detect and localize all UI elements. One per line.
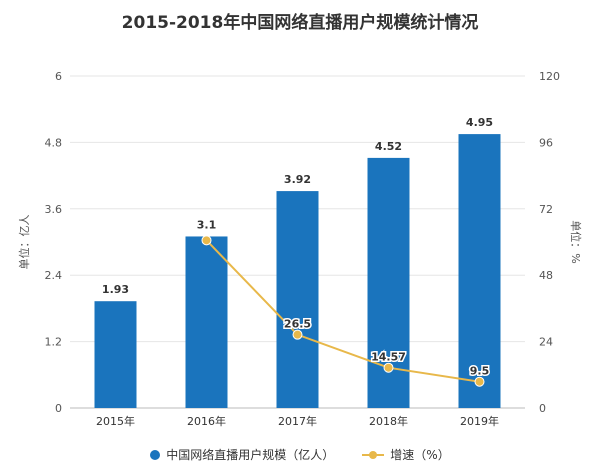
legend-item-bar[interactable]: 中国网络直播用户规模（亿人） [150, 446, 334, 463]
bar [94, 301, 137, 408]
growth-value-label: 9.5 [470, 365, 490, 378]
bar-value-label: 3.1 [197, 218, 217, 231]
y-tick-label-right: 0 [539, 402, 546, 415]
y-tick-label-right: 120 [539, 70, 560, 83]
bar-value-label: 4.95 [466, 116, 493, 129]
y-axis-title-right: 单位：% [569, 220, 583, 263]
legend-line-marker [362, 450, 385, 460]
bar [185, 236, 228, 408]
legend-bar-marker [150, 449, 161, 460]
y-tick-label-left: 1.2 [45, 336, 63, 349]
bar-value-label: 1.93 [102, 283, 129, 296]
y-tick-label-right: 48 [539, 269, 553, 282]
x-tick-label: 2018年 [369, 414, 408, 428]
x-tick-label: 2017年 [278, 414, 317, 428]
growth-value-label: 26.5 [284, 318, 311, 331]
growth-point [201, 235, 212, 246]
legend-line-label: 增速（%） [390, 448, 450, 462]
y-tick-label-right: 24 [539, 336, 553, 349]
y-tick-label-right: 96 [539, 136, 553, 149]
legend-item-line[interactable]: 增速（%） [362, 446, 450, 463]
y-axis-title-left: 单位：亿人 [17, 215, 31, 270]
chart-title: 2015-2018年中国网络直播用户规模统计情况 [121, 13, 479, 33]
growth-line [205, 239, 480, 383]
growth-point [292, 329, 303, 340]
growth-point [474, 376, 485, 387]
chart-legend: 中国网络直播用户规模（亿人） 增速（%） [0, 446, 600, 463]
bar-value-label: 4.52 [375, 140, 402, 153]
x-tick-label: 2015年 [96, 414, 135, 428]
bar-value-label: 3.92 [284, 173, 311, 186]
legend-bar-label: 中国网络直播用户规模（亿人） [166, 448, 335, 462]
y-tick-label-left: 6 [55, 70, 62, 83]
growth-point [383, 362, 394, 373]
y-tick-label-left: 0 [55, 402, 62, 415]
x-tick-label: 2016年 [187, 414, 226, 428]
x-tick-label: 2019年 [460, 414, 499, 428]
y-tick-label-left: 2.4 [45, 269, 63, 282]
bar [458, 134, 501, 408]
growth-value-label: 14.57 [371, 351, 406, 364]
bar [276, 191, 319, 408]
y-tick-label-left: 3.6 [45, 203, 63, 216]
y-tick-label-right: 72 [539, 203, 553, 216]
y-tick-label-left: 4.8 [45, 136, 63, 149]
